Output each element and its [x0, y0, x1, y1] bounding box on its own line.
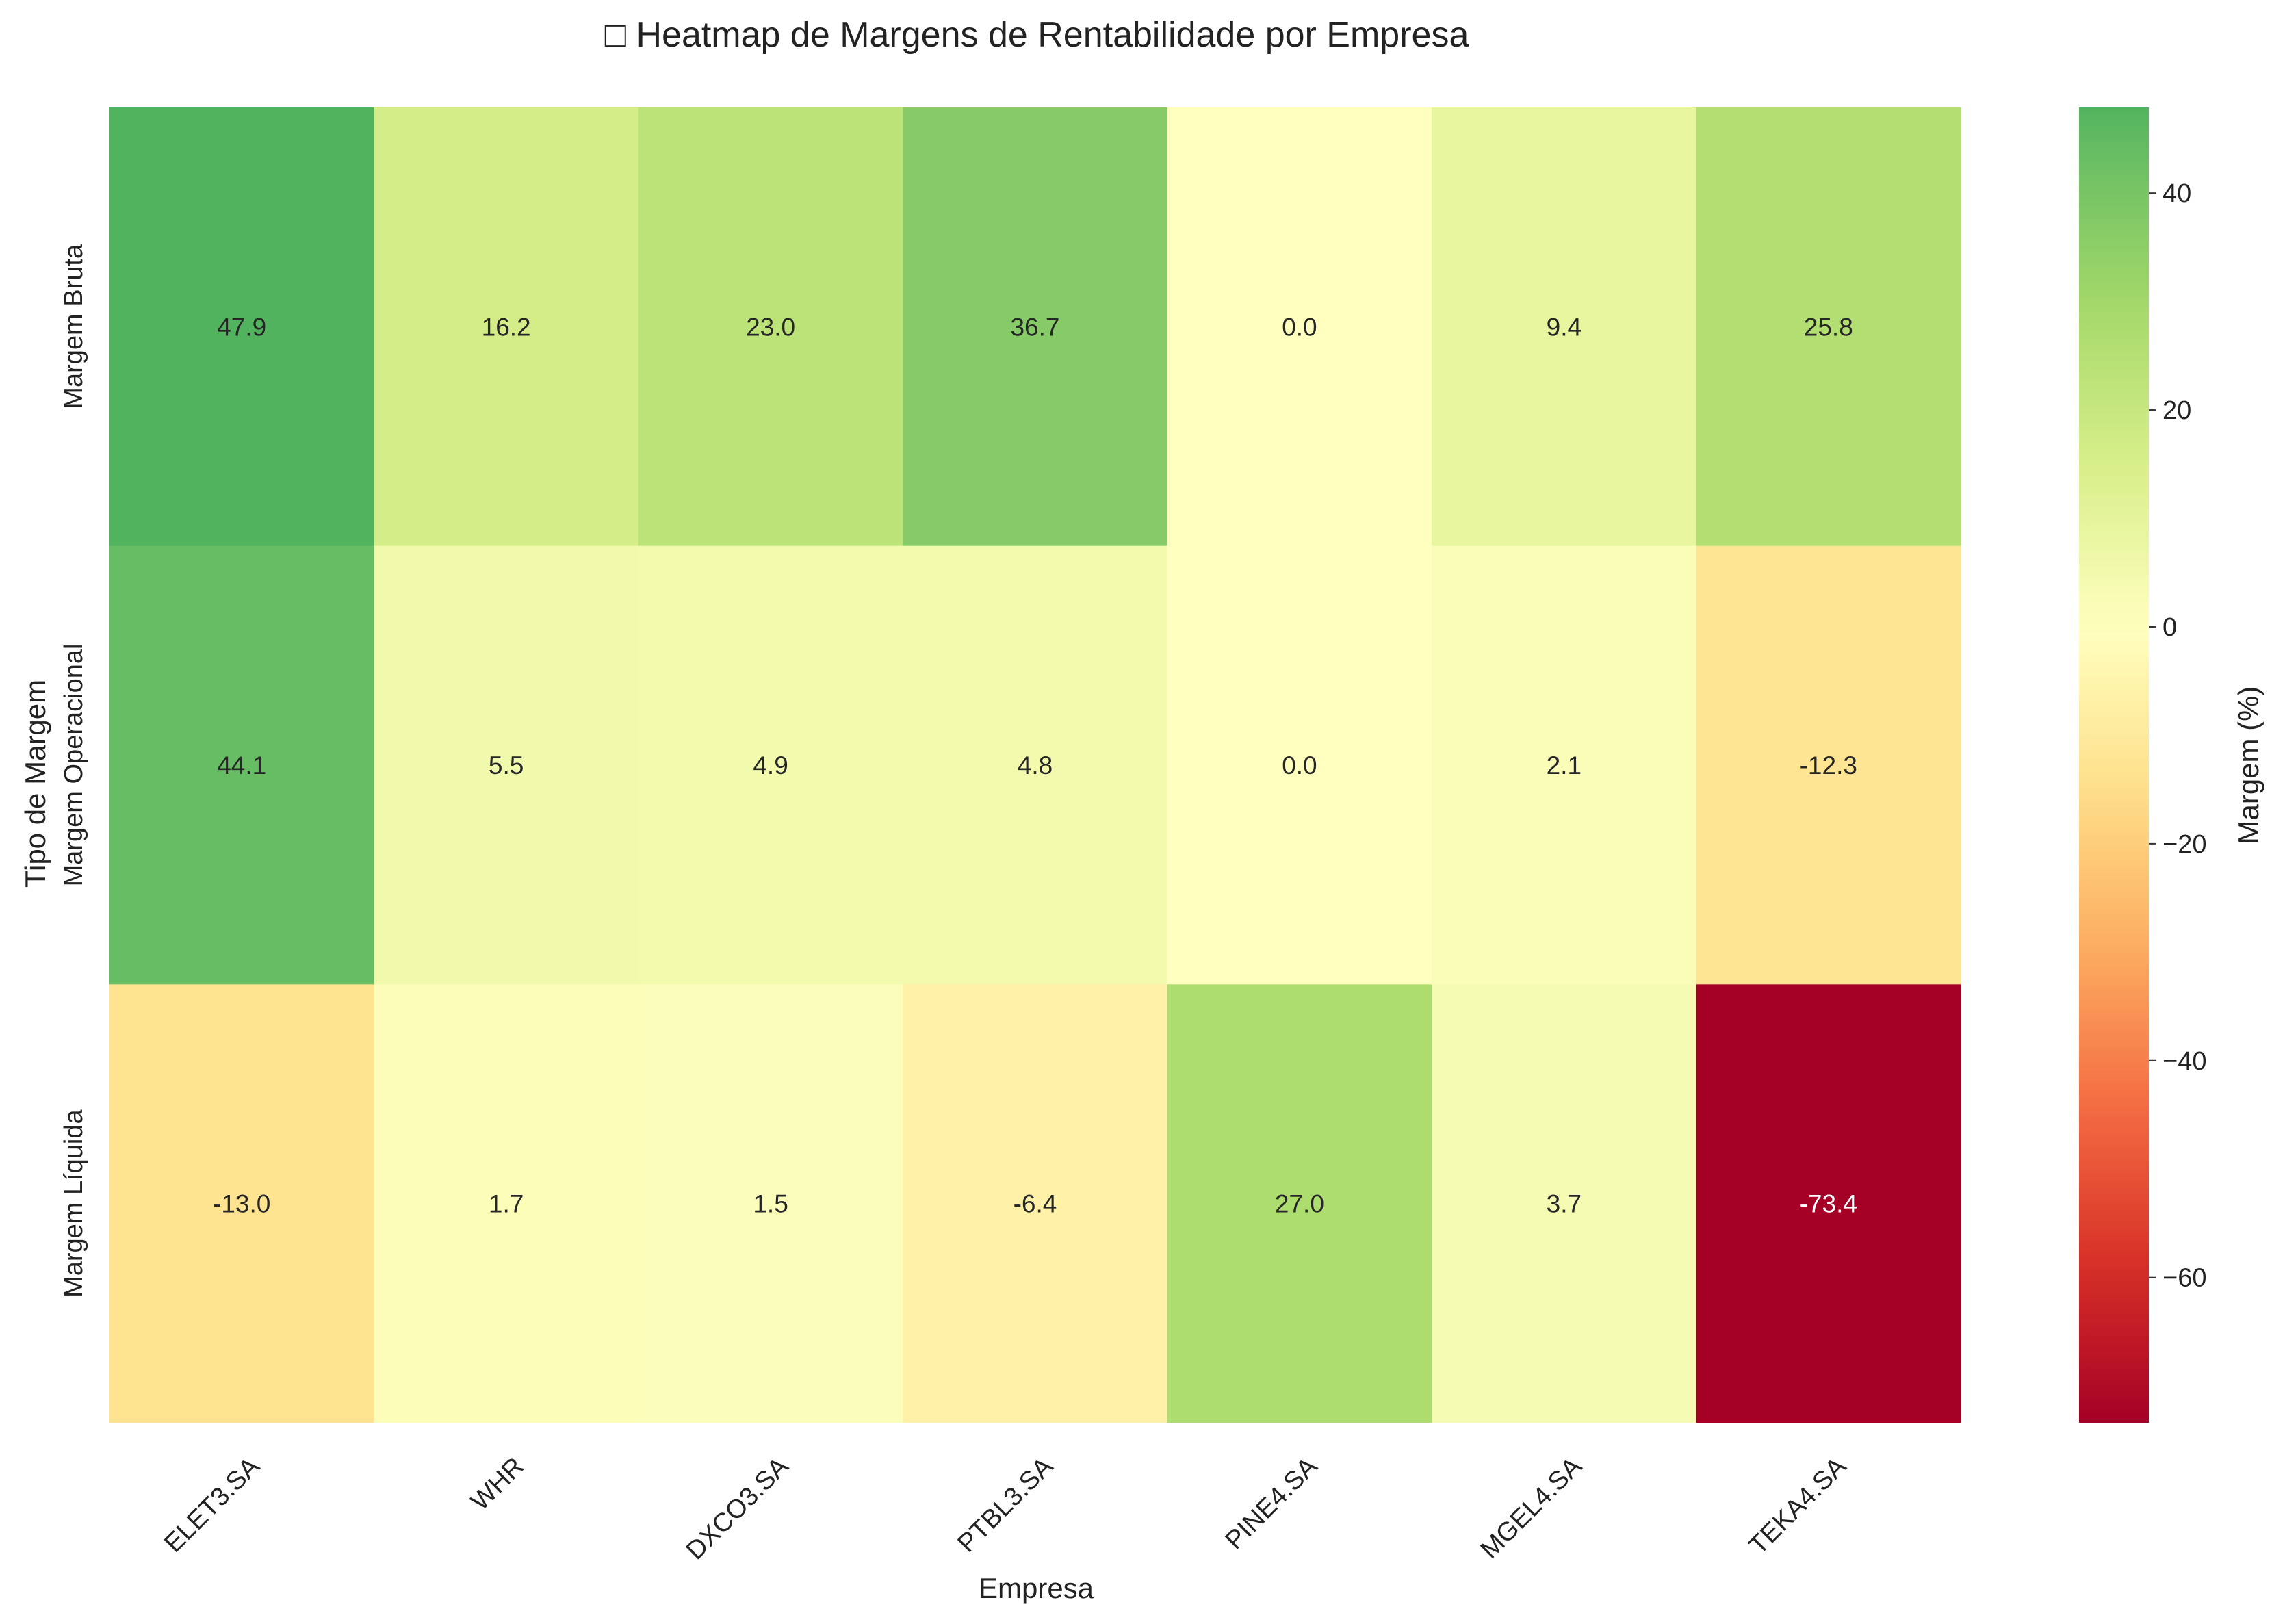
heatmap-cell: [374, 107, 639, 547]
cell-value-label: 25.8: [1804, 313, 1853, 341]
cell-value-label: 4.9: [753, 751, 788, 779]
cell-value-label: 1.5: [753, 1190, 788, 1218]
heatmap-cell: [1432, 107, 1697, 547]
heatmap-cell: [374, 545, 639, 985]
heatmap-cell: [903, 545, 1168, 985]
x-axis-label: Empresa: [979, 1572, 1094, 1604]
heatmap-cells: [109, 107, 1961, 1423]
y-tick-label: Margem Líquida: [60, 1109, 88, 1298]
heatmap-cell: [638, 107, 903, 547]
colorbar-tick-labels: 40 20 0 −20 −40 −60: [2149, 179, 2206, 1293]
cell-value-label: 44.1: [217, 751, 266, 779]
y-tick-label: Margem Operacional: [60, 644, 88, 887]
heatmap-cell: [109, 984, 374, 1423]
heatmap-cell: [1167, 545, 1432, 985]
cell-value-label: 9.4: [1547, 313, 1582, 341]
cell-value-label: 5.5: [489, 751, 524, 779]
colorbar-tick-label: −20: [2163, 830, 2206, 859]
heatmap-cell: [374, 984, 639, 1423]
cell-value-label: 27.0: [1275, 1190, 1324, 1218]
heatmap-cell: [1696, 984, 1961, 1423]
cell-value-label: 16.2: [482, 313, 531, 341]
cell-value-label: 2.1: [1547, 751, 1582, 779]
cell-value-label: -13.0: [213, 1190, 270, 1218]
colorbar-gradient: [2079, 107, 2149, 1423]
heatmap-cell: [1432, 984, 1697, 1423]
heatmap-cell: [638, 545, 903, 985]
cell-value-label: 4.8: [1018, 751, 1053, 779]
heatmap-cell: [109, 545, 374, 985]
cell-value-label: 0.0: [1282, 751, 1317, 779]
cell-value-label: 1.7: [489, 1190, 524, 1218]
heatmap-cell: [638, 984, 903, 1423]
heatmap-cell-labels: 47.9 16.2 23.0 36.7 0.0 9.4 25.8 44.1 5.5 4.9 4.8 0…: [213, 313, 1857, 1217]
heatmap-cell: [1432, 545, 1697, 985]
heatmap-cell: [1696, 107, 1961, 547]
heatmap-cell: [109, 107, 374, 547]
y-axis-label: Tipo de Margem: [19, 680, 51, 888]
chart-title: □ Heatmap de Margens de Rentabilidade po…: [605, 15, 1469, 55]
heatmap-cell: [1167, 984, 1432, 1423]
cell-value-label: 0.0: [1282, 313, 1317, 341]
heatmap-cell: [1167, 107, 1432, 547]
cell-value-label: 23.0: [746, 313, 795, 341]
cell-value-label: -6.4: [1014, 1190, 1057, 1218]
y-tick-label: Margem Bruta: [60, 244, 88, 409]
cell-value-label: 3.7: [1547, 1190, 1582, 1218]
cell-value-label: -73.4: [1800, 1190, 1857, 1218]
colorbar-tick-label: −40: [2163, 1047, 2206, 1076]
cell-value-label: -12.3: [1800, 751, 1857, 779]
colorbar-tick-label: 0: [2163, 613, 2177, 642]
colorbar: 40 20 0 −20 −40 −60: [2079, 107, 2206, 1423]
colorbar-tick-label: 20: [2163, 396, 2191, 425]
heatmap-cell: [903, 107, 1168, 547]
colorbar-tick-label: 40: [2163, 179, 2191, 208]
heatmap-cell: [1696, 545, 1961, 985]
y-axis-tick-labels: Margem Bruta Margem Operacional Margem Líq…: [60, 244, 88, 1298]
cell-value-label: 36.7: [1010, 313, 1059, 341]
heatmap-cell: [903, 984, 1168, 1423]
colorbar-tick-label: −60: [2163, 1264, 2206, 1293]
colorbar-label: Margem (%): [2232, 686, 2264, 844]
cell-value-label: 47.9: [217, 313, 266, 341]
